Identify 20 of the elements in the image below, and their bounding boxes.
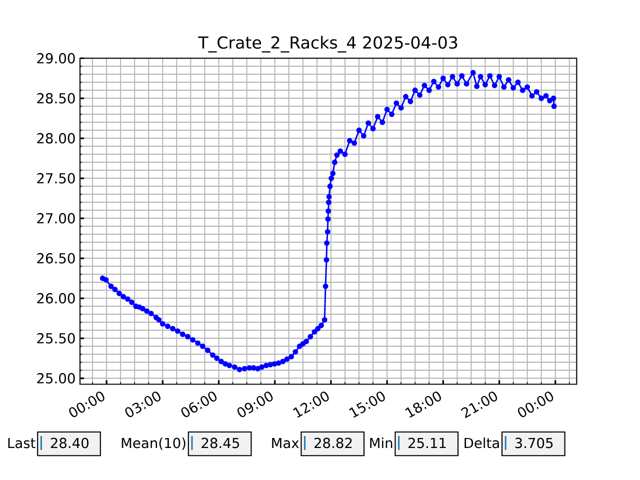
text: Mean(10) <box>122 438 186 450</box>
y-tick-label: 25.00 <box>37 373 75 384</box>
y-tick-label: 26.00 <box>37 293 75 304</box>
y-tick-label: 29.00 <box>37 53 75 64</box>
y-tick-label: 27.00 <box>37 213 75 224</box>
text: Max <box>272 438 299 448</box>
text: 28.82 <box>314 438 352 448</box>
text: 25.11 <box>408 438 446 448</box>
y-tick-label: 28.00 <box>37 133 75 144</box>
y-tick-label: 26.50 <box>37 253 75 264</box>
text: 3.705 <box>515 438 553 448</box>
text: Min <box>370 438 392 448</box>
text: 28.45 <box>202 438 240 448</box>
y-tick-label: 28.50 <box>37 93 75 104</box>
text: 28.40 <box>50 438 88 448</box>
chart-title: T_Crate_2_Racks_4 2025-04-03 <box>198 36 458 52</box>
text: Delta <box>464 438 499 448</box>
y-tick-label: 27.50 <box>37 173 75 184</box>
y-tick-label: 25.50 <box>37 333 75 344</box>
text: Last <box>8 438 36 448</box>
